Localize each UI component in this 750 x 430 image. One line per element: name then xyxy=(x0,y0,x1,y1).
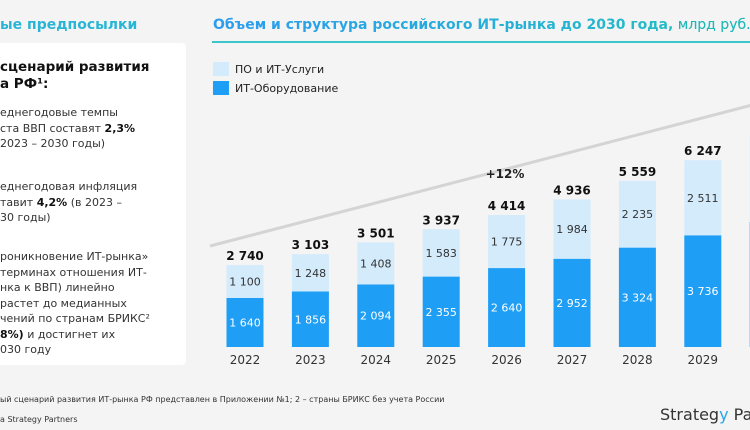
card-title-line: сценарий развития xyxy=(0,59,150,75)
label-total-2022: 2 740 xyxy=(226,249,264,263)
bullet-bold: 4,2% xyxy=(36,195,68,209)
bullet-line: чений по странам БРИКС² xyxy=(0,312,150,325)
bar-software-2022 xyxy=(226,265,264,298)
section-title: ые предпосылки xyxy=(0,17,138,33)
bullet-line: ста ВВП составят xyxy=(0,121,105,135)
bullet-bold: 8%) xyxy=(0,327,24,341)
bullet-line: растет до медианных xyxy=(0,296,127,310)
x-tick-2029: 2029 xyxy=(688,353,719,367)
bar-hardware-2029 xyxy=(684,235,722,347)
source-note: a Strategy Partners xyxy=(0,415,78,424)
bar-hardware-2023 xyxy=(291,291,329,347)
label-total-2026: 4 414 xyxy=(488,199,526,213)
label-total-2024: 3 501 xyxy=(357,226,395,240)
bar-software-2026 xyxy=(488,214,526,269)
label-total-2028: 5 559 xyxy=(619,165,657,179)
bar-software-2025 xyxy=(422,229,460,277)
footnote: ый сценарий развития ИТ-рынка РФ предста… xyxy=(0,395,445,404)
x-tick-2023: 2023 xyxy=(295,353,326,367)
legend-hardware: ИТ-Оборудование xyxy=(213,81,338,95)
label-hardware-2029: 3 736 xyxy=(687,285,719,298)
bullet-line: терминах отношения ИТ- xyxy=(0,265,147,279)
x-tick-2025: 2025 xyxy=(426,353,457,367)
legend-label: ПО и ИТ-Услуги xyxy=(235,62,325,76)
bar-hardware-2027 xyxy=(553,258,591,347)
legend-label: ИТ-Оборудование xyxy=(235,81,339,95)
bullet-line: 2023 – 2030 годы) xyxy=(0,137,106,150)
x-tick-2027: 2027 xyxy=(557,353,588,367)
card-title-line: а РФ¹: xyxy=(0,76,49,92)
card-title: сценарий развития а РФ¹: xyxy=(0,59,149,93)
label-software-2029: 2 511 xyxy=(687,192,719,205)
label-software-2022: 1 100 xyxy=(229,276,261,289)
logo-text: Strateg xyxy=(660,405,720,424)
bar-software-2023 xyxy=(291,254,329,292)
label-hardware-2025: 2 355 xyxy=(425,306,457,319)
bar-hardware-2025 xyxy=(422,276,460,347)
label-software-2025: 1 583 xyxy=(425,247,457,260)
x-tick-2028: 2028 xyxy=(622,353,653,367)
chart-unit: млрд руб. xyxy=(673,17,750,33)
bar-hardware-2024 xyxy=(357,284,395,347)
bullet-bold: 2,3% xyxy=(104,121,136,135)
bullet-line: 030 году xyxy=(0,343,52,356)
bar-software-2029 xyxy=(684,160,722,236)
strategy-partners-logo: Strategy Pa xyxy=(660,405,750,424)
label-hardware-2024: 2 094 xyxy=(360,310,392,323)
label-total-2023: 3 103 xyxy=(292,238,330,252)
chart-title: Объем и структура российского ИТ-рынка д… xyxy=(213,17,750,33)
label-software-2023: 1 248 xyxy=(295,267,327,280)
bullet-inflation: еднегодовая инфляция тавит 4,2% (в 2023 … xyxy=(0,179,137,226)
label-software-2027: 1 984 xyxy=(556,223,588,236)
bar-hardware-2022 xyxy=(226,297,264,347)
bar-software-2024 xyxy=(357,242,395,285)
bullet-line: еднегодовая инфляция xyxy=(0,180,138,193)
label-hardware-2026: 2 640 xyxy=(491,302,523,315)
label-software-2024: 1 408 xyxy=(360,257,392,270)
bar-software-2027 xyxy=(553,199,591,259)
label-total-2025: 3 937 xyxy=(422,213,460,227)
label-hardware-2022: 1 640 xyxy=(229,316,261,329)
bar-hardware-2028 xyxy=(618,247,656,347)
label-hardware-2028: 3 324 xyxy=(622,291,654,304)
trend-line xyxy=(209,104,750,248)
bullet-line: (в 2023 – xyxy=(67,195,122,209)
bullet-line: и достигнет их xyxy=(23,327,116,341)
legend-swatch xyxy=(213,81,229,95)
legend-software: ПО и ИТ-Услуги xyxy=(213,62,324,76)
x-tick-2026: 2026 xyxy=(491,353,522,367)
bullet-gdp: еднегодовые темпы ста ВВП составят 2,3% … xyxy=(0,105,135,152)
logo-text: y xyxy=(719,405,729,424)
label-hardware-2027: 2 952 xyxy=(556,297,588,310)
legend-swatch xyxy=(213,62,229,76)
title-divider xyxy=(212,41,750,43)
bullet-line: 30 годы) xyxy=(0,211,51,224)
cagr-annotation: +12% xyxy=(486,167,525,181)
bullet-line: еднегодовые темпы xyxy=(0,106,118,119)
bullet-penetration: роникновение ИТ-рынка» терминах отношени… xyxy=(0,249,150,358)
bullet-line: нка к ВВП) линейно xyxy=(0,281,115,294)
logo-text: Pa xyxy=(733,405,750,424)
label-software-2028: 2 235 xyxy=(622,208,654,221)
x-tick-2024: 2024 xyxy=(361,353,392,367)
x-tick-2022: 2022 xyxy=(230,353,261,367)
bullet-line: тавит xyxy=(0,195,37,209)
label-total-2027: 4 936 xyxy=(553,183,591,197)
bar-software-2028 xyxy=(618,180,656,248)
assumptions-card xyxy=(0,43,186,365)
label-software-2026: 1 775 xyxy=(491,236,523,249)
label-hardware-2023: 1 856 xyxy=(295,313,327,326)
bullet-line: роникновение ИТ-рынка» xyxy=(0,250,149,263)
label-total-2029: 6 247 xyxy=(684,144,722,158)
bar-hardware-2026 xyxy=(488,268,526,347)
